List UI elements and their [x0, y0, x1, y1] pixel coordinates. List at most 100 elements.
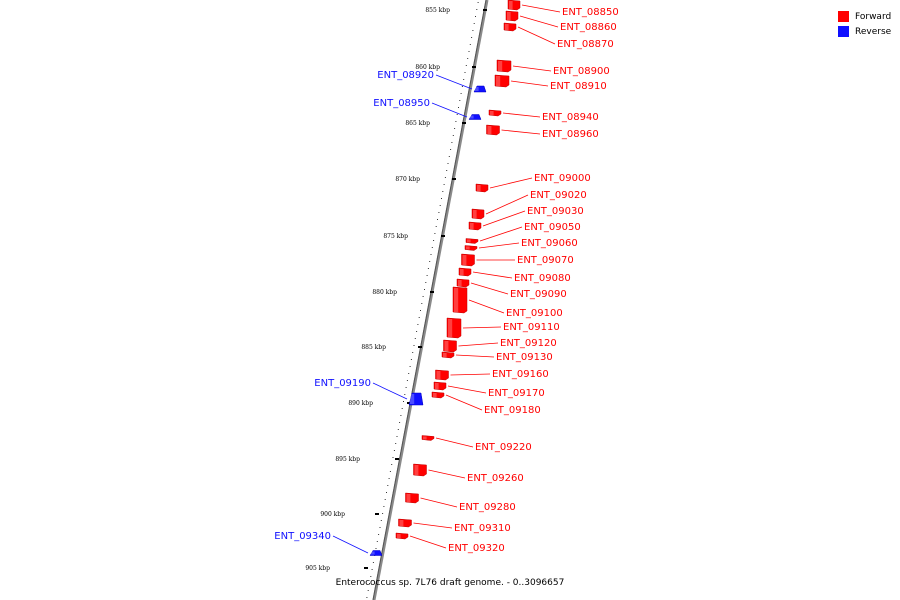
gene-leader [512, 65, 552, 72]
gene-feature[interactable] [507, 0, 521, 11]
gene-label[interactable]: ENT_08910 [550, 81, 607, 92]
gene-feature[interactable] [458, 267, 472, 277]
gene-feature[interactable] [486, 124, 500, 136]
scale-dot [405, 387, 407, 388]
gene-label[interactable]: ENT_09180 [484, 405, 541, 416]
gene-feature[interactable] [405, 492, 419, 504]
gene-feature[interactable] [505, 10, 519, 22]
scale-dot [403, 401, 404, 402]
gene-feature-shine [507, 12, 511, 20]
gene-feature-shine [435, 383, 439, 389]
gene-feature-shine [458, 280, 462, 286]
gene-feature[interactable] [468, 114, 482, 120]
gene-feature[interactable] [461, 253, 475, 267]
gene-label[interactable]: ENT_09030 [527, 206, 584, 217]
gene-feature[interactable] [446, 317, 462, 339]
gene-feature[interactable] [398, 518, 412, 528]
gene-feature-shine [505, 24, 509, 30]
gene-label[interactable]: ENT_09170 [488, 388, 545, 399]
gene-feature[interactable] [452, 286, 468, 314]
gene-feature[interactable] [475, 183, 489, 193]
gene-label[interactable]: ENT_09320 [448, 543, 505, 554]
scale-dot [458, 107, 459, 108]
gene-leader [409, 535, 447, 549]
scale-dot [397, 429, 399, 430]
scale-dot [372, 562, 374, 563]
gene-feature[interactable] [443, 339, 457, 353]
gene-label[interactable]: ENT_08900 [553, 66, 610, 77]
gene-feature[interactable] [473, 85, 487, 93]
scale-dot [472, 30, 474, 31]
tick-mark [375, 513, 379, 515]
gene-leader [479, 226, 523, 242]
gene-feature[interactable] [456, 278, 470, 288]
gene-label[interactable]: ENT_09090 [510, 289, 567, 300]
scale-dots [366, 2, 479, 598]
scale-dot [391, 464, 393, 465]
gene-feature[interactable] [435, 369, 449, 381]
scale-dot [433, 240, 435, 241]
legend: Forward Reverse [838, 9, 891, 39]
gene-label[interactable]: ENT_09310 [454, 523, 511, 534]
scale-dot [380, 520, 382, 521]
gene-label[interactable]: ENT_08940 [542, 112, 599, 123]
gene-feature[interactable] [395, 532, 409, 540]
gene-label[interactable]: ENT_09160 [492, 369, 549, 380]
gene-leader [462, 326, 502, 329]
gene-feature[interactable] [464, 245, 478, 251]
gene-label[interactable]: ENT_09060 [521, 238, 578, 249]
gene-label[interactable]: ENT_08950 [373, 98, 430, 109]
gene-label[interactable]: ENT_08860 [560, 22, 617, 33]
gene-label[interactable]: ENT_09100 [506, 308, 563, 319]
gene-feature[interactable] [431, 391, 445, 399]
tick-mark [452, 178, 456, 180]
gene-label[interactable]: ENT_09340 [274, 531, 331, 542]
gene-label[interactable]: ENT_09190 [314, 378, 371, 389]
gene-feature-shine [470, 223, 474, 229]
gene-feature[interactable] [413, 463, 427, 477]
gene-feature-shine [371, 551, 375, 555]
gene-label[interactable]: ENT_09130 [496, 352, 553, 363]
gene-label[interactable]: ENT_08920 [377, 70, 434, 81]
gene-leader [458, 342, 499, 347]
scale-dot [473, 23, 475, 24]
gene-feature[interactable] [408, 392, 424, 406]
gene-feature[interactable] [421, 435, 435, 441]
gene-feature[interactable] [433, 381, 447, 391]
gene-label[interactable]: ENT_08870 [557, 39, 614, 50]
gene-label[interactable]: ENT_09120 [500, 338, 557, 349]
gene-feature-shine [498, 61, 503, 71]
gene-feature[interactable] [441, 351, 455, 359]
gene-feature[interactable] [494, 74, 510, 88]
gene-leader [468, 299, 505, 314]
gene-label[interactable]: ENT_09280 [459, 502, 516, 513]
gene-label[interactable]: ENT_09220 [475, 442, 532, 453]
gene-feature-shine [436, 371, 441, 379]
gene-label[interactable]: ENT_09110 [503, 322, 560, 333]
scale-dot [430, 254, 432, 255]
gene-feature[interactable] [369, 550, 383, 556]
gene-label[interactable]: ENT_08850 [562, 7, 619, 18]
scale-dot [414, 338, 416, 339]
gene-leader [502, 112, 541, 118]
gene-label[interactable]: ENT_09000 [534, 173, 591, 184]
gene-feature-shine [406, 494, 411, 502]
gene-feature[interactable] [465, 238, 479, 244]
scale-dot [395, 443, 397, 444]
gene-feature[interactable] [503, 22, 517, 32]
gene-label[interactable]: ENT_09070 [517, 255, 574, 266]
gene-feature[interactable] [488, 109, 502, 117]
gene-feature-shine [487, 126, 492, 134]
gene-label[interactable]: ENT_09050 [524, 222, 581, 233]
gene-label[interactable]: ENT_09020 [530, 190, 587, 201]
gene-feature-shine [475, 87, 479, 91]
gene-label[interactable]: ENT_08960 [542, 129, 599, 140]
scale-dot [421, 303, 423, 304]
gene-feature[interactable] [471, 208, 485, 220]
tick-label: 865 kbp [405, 120, 430, 127]
gene-label[interactable]: ENT_09260 [467, 473, 524, 484]
gene-feature[interactable] [468, 221, 482, 231]
gene-feature[interactable] [496, 59, 512, 73]
gene-label[interactable]: ENT_09080 [514, 273, 571, 284]
scale-dot [451, 142, 453, 143]
